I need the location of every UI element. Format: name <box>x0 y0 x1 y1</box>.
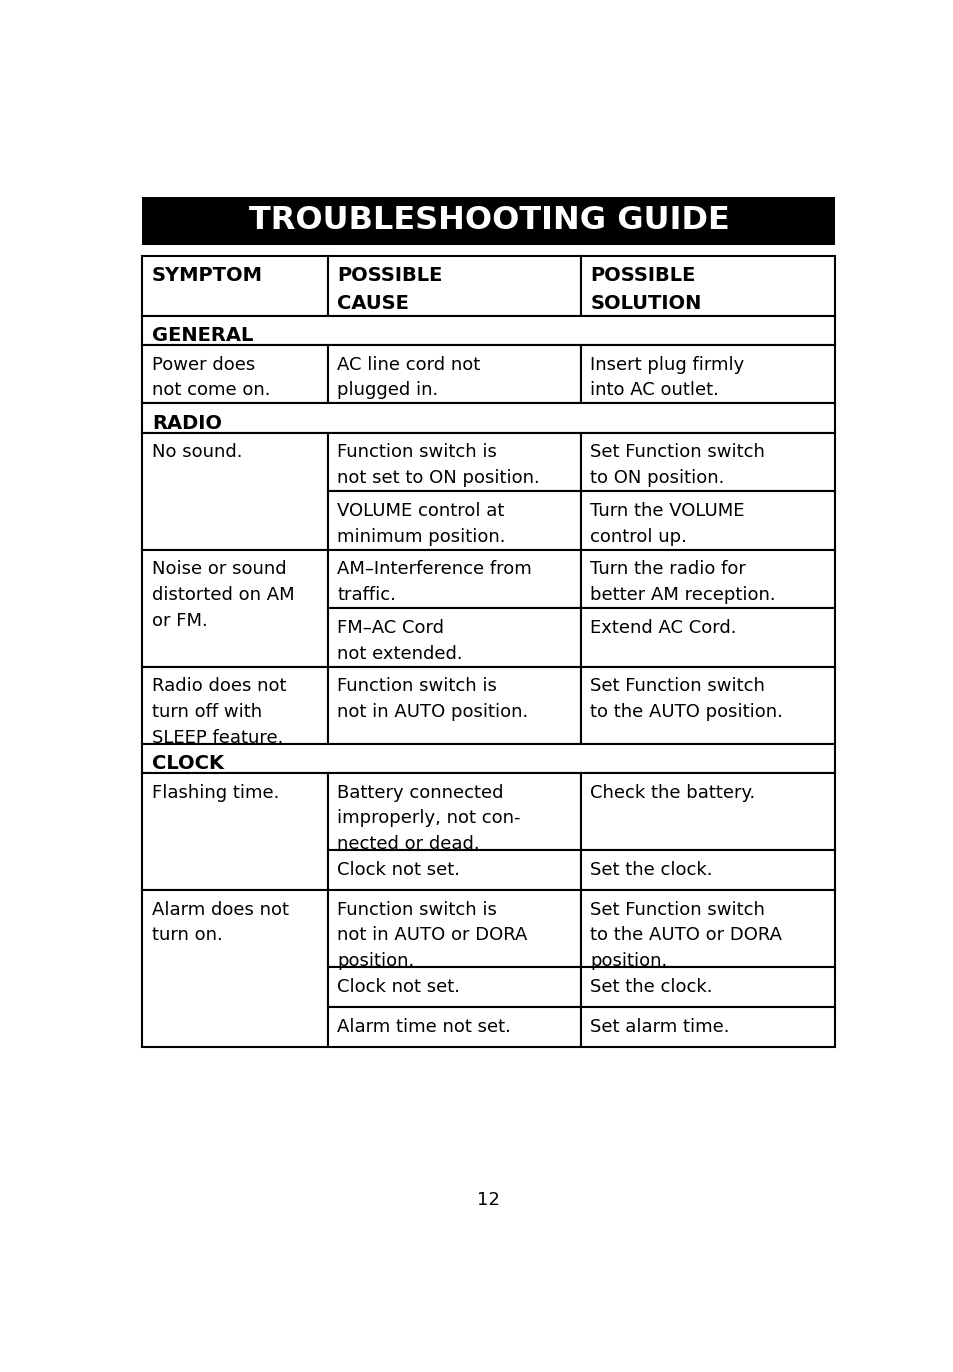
Text: Power does
not come on.: Power does not come on. <box>152 355 270 399</box>
Bar <box>580 772 835 849</box>
Bar <box>328 608 580 667</box>
Bar <box>580 967 835 1007</box>
Text: Alarm does not
turn on.: Alarm does not turn on. <box>152 901 289 944</box>
Bar <box>328 1007 580 1047</box>
Text: AM–Interference from
traffic.: AM–Interference from traffic. <box>336 560 531 604</box>
Bar <box>580 491 835 550</box>
Bar <box>142 744 835 772</box>
Text: SYMPTOM: SYMPTOM <box>152 266 262 285</box>
Bar <box>580 890 835 967</box>
Text: CLOCK: CLOCK <box>152 755 224 774</box>
Bar <box>328 491 580 550</box>
Bar <box>142 316 835 344</box>
Text: VOLUME control at
minimum position.: VOLUME control at minimum position. <box>336 502 505 546</box>
Text: Clock not set.: Clock not set. <box>336 860 459 878</box>
Bar <box>328 550 580 608</box>
Text: No sound.: No sound. <box>152 443 242 461</box>
Bar <box>142 667 328 744</box>
Text: POSSIBLE
CAUSE: POSSIBLE CAUSE <box>336 266 442 313</box>
Bar <box>142 344 328 403</box>
Bar <box>328 667 580 744</box>
Text: Turn the radio for
better AM reception.: Turn the radio for better AM reception. <box>590 560 775 604</box>
Bar <box>328 849 580 890</box>
Text: Function switch is
not in AUTO or DORA
position.: Function switch is not in AUTO or DORA p… <box>336 901 527 970</box>
Text: POSSIBLE
SOLUTION: POSSIBLE SOLUTION <box>590 266 701 313</box>
Text: Flashing time.: Flashing time. <box>152 783 279 801</box>
Text: GENERAL: GENERAL <box>152 327 253 346</box>
Text: Function switch is
not in AUTO position.: Function switch is not in AUTO position. <box>336 678 528 722</box>
Text: Extend AC Cord.: Extend AC Cord. <box>590 619 736 637</box>
Text: Turn the VOLUME
control up.: Turn the VOLUME control up. <box>590 502 744 546</box>
Bar <box>328 255 580 316</box>
Text: Battery connected
improperly, not con-
nected or dead.: Battery connected improperly, not con- n… <box>336 783 520 853</box>
Bar <box>142 198 835 244</box>
Text: TROUBLESHOOTING GUIDE: TROUBLESHOOTING GUIDE <box>249 206 728 236</box>
Bar <box>142 403 835 432</box>
Bar <box>142 772 328 890</box>
Text: Alarm time not set.: Alarm time not set. <box>336 1018 511 1036</box>
Bar <box>580 849 835 890</box>
Text: Set Function switch
to the AUTO or DORA
position.: Set Function switch to the AUTO or DORA … <box>590 901 781 970</box>
Text: Clock not set.: Clock not set. <box>336 978 459 996</box>
Bar <box>142 890 328 1047</box>
Text: Set the clock.: Set the clock. <box>590 978 712 996</box>
Text: Set Function switch
to the AUTO position.: Set Function switch to the AUTO position… <box>590 678 782 722</box>
Bar <box>580 255 835 316</box>
Bar <box>580 667 835 744</box>
Bar <box>580 432 835 491</box>
Text: 12: 12 <box>477 1191 499 1209</box>
Text: Radio does not
turn off with
SLEEP feature.: Radio does not turn off with SLEEP featu… <box>152 678 286 746</box>
Text: Set the clock.: Set the clock. <box>590 860 712 878</box>
Text: FM–AC Cord
not extended.: FM–AC Cord not extended. <box>336 619 462 663</box>
Text: Check the battery.: Check the battery. <box>590 783 755 801</box>
Bar <box>580 1007 835 1047</box>
Text: RADIO: RADIO <box>152 414 221 434</box>
Bar <box>580 344 835 403</box>
Bar <box>328 344 580 403</box>
Bar <box>328 772 580 849</box>
Bar <box>142 432 328 550</box>
Text: Function switch is
not set to ON position.: Function switch is not set to ON positio… <box>336 443 539 487</box>
Bar <box>328 967 580 1007</box>
Bar <box>142 550 328 667</box>
Bar <box>328 890 580 967</box>
Text: Set alarm time.: Set alarm time. <box>590 1018 729 1036</box>
Bar <box>580 608 835 667</box>
Text: Set Function switch
to ON position.: Set Function switch to ON position. <box>590 443 764 487</box>
Text: Insert plug firmly
into AC outlet.: Insert plug firmly into AC outlet. <box>590 355 744 399</box>
Text: AC line cord not
plugged in.: AC line cord not plugged in. <box>336 355 479 399</box>
Bar <box>580 550 835 608</box>
Bar <box>328 432 580 491</box>
Bar <box>142 255 328 316</box>
Text: Noise or sound
distorted on AM
or FM.: Noise or sound distorted on AM or FM. <box>152 560 294 630</box>
